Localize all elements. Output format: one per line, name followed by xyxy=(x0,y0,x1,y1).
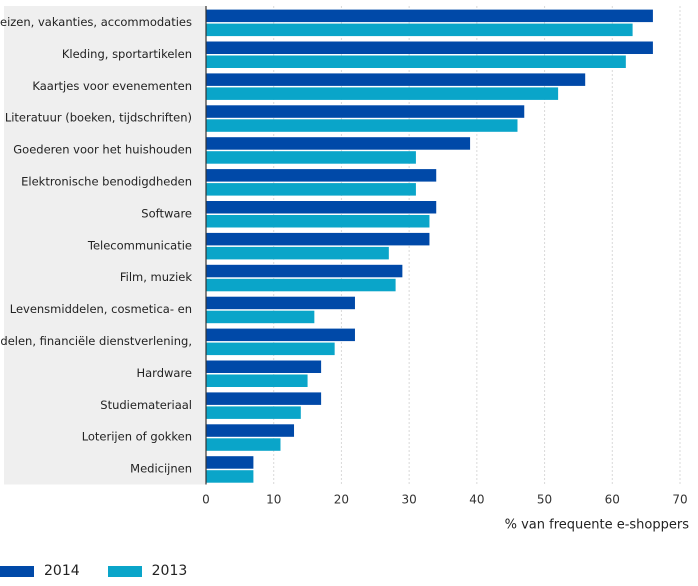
bar-2013 xyxy=(206,215,430,228)
bar-2014 xyxy=(206,456,254,469)
category-label: Kaartjes voor evenementen xyxy=(32,79,192,93)
bar-2013 xyxy=(206,406,301,419)
bar-2014 xyxy=(206,201,437,214)
bar-2013 xyxy=(206,310,315,324)
bar-2013 xyxy=(206,55,626,68)
category-label: Telecommunicatie xyxy=(87,238,192,252)
bar-2013 xyxy=(206,151,416,164)
bar-2014 xyxy=(206,9,653,23)
x-tick-label: 20 xyxy=(334,493,349,507)
bar-2014 xyxy=(206,73,586,86)
bar-2014 xyxy=(206,424,295,437)
x-tick-label: 10 xyxy=(266,493,281,507)
legend-item-2014: 2014 xyxy=(0,563,80,579)
category-label: Medicijnen xyxy=(130,462,192,476)
category-label: Elektronische benodigdheden xyxy=(21,174,192,188)
bar-2014 xyxy=(206,296,355,310)
category-label: Studiemateriaal xyxy=(100,398,192,412)
legend: 2014 2013 xyxy=(0,560,215,582)
category-label: Film, muziek xyxy=(120,270,192,284)
bar-2014 xyxy=(206,41,653,54)
x-tick-label: 0 xyxy=(202,493,210,507)
bar-2013 xyxy=(206,23,633,37)
bar-2014 xyxy=(206,264,403,278)
bar-2013 xyxy=(206,119,518,132)
x-axis-title: % van frequente e-shoppers xyxy=(505,518,690,533)
category-label-panel xyxy=(4,6,206,485)
bar-2014 xyxy=(206,360,322,373)
bar-2013 xyxy=(206,183,416,196)
bar-2013 xyxy=(206,278,396,292)
legend-label-2013: 2013 xyxy=(151,563,188,579)
bar-2014 xyxy=(206,392,322,405)
bar-2014 xyxy=(206,328,355,342)
bar-2014 xyxy=(206,232,430,246)
x-tick-label: 60 xyxy=(605,493,620,507)
bar-2013 xyxy=(206,246,389,260)
bar-2013 xyxy=(206,438,281,451)
bar-2013 xyxy=(206,374,308,387)
category-label: Hardware xyxy=(136,366,192,380)
category-label: Kleding, sportartikelen xyxy=(62,47,192,61)
category-label: Levensmiddelen, cosmetica- en xyxy=(10,302,192,316)
bar-2013 xyxy=(206,470,254,483)
category-labels: Reizen, vakanties, accommodaties Kleding,… xyxy=(0,15,192,476)
category-label: Reizen, vakanties, accommodaties xyxy=(0,15,192,29)
legend-label-2014: 2014 xyxy=(44,563,80,579)
x-tick-label: 40 xyxy=(469,493,484,507)
category-label: Loterijen of gokken xyxy=(82,430,192,444)
category-label: Literatuur (boeken, tijdschriften) xyxy=(5,111,192,125)
bar-2014 xyxy=(206,137,471,150)
category-label: Software xyxy=(141,206,192,220)
x-tick-label: 70 xyxy=(672,493,687,507)
bar-2014 xyxy=(206,105,525,118)
legend-item-2013: 2013 xyxy=(107,563,188,579)
legend-swatch-2013 xyxy=(107,565,142,577)
bar-2013 xyxy=(206,342,335,356)
category-label: Aandelen, financiële dienstverlening, xyxy=(0,334,192,348)
legend-swatch-2014 xyxy=(0,565,34,577)
bar-2013 xyxy=(206,87,559,100)
bar-2014 xyxy=(206,169,437,182)
x-tick-label: 30 xyxy=(402,493,417,507)
x-tick-label: 50 xyxy=(537,493,552,507)
category-label: Goederen voor het huishouden xyxy=(13,143,192,157)
